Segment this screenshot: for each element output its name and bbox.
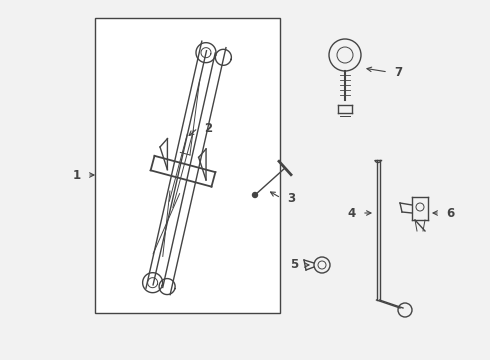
Text: 7: 7 [394, 66, 402, 78]
Text: 6: 6 [446, 207, 454, 220]
Text: 3: 3 [287, 192, 295, 204]
Text: 5: 5 [290, 258, 298, 271]
Text: 1: 1 [73, 168, 81, 181]
Bar [95, 18, 280, 313]
Text: 4: 4 [348, 207, 356, 220]
Text: 2: 2 [204, 122, 212, 135]
Circle shape [252, 193, 258, 198]
